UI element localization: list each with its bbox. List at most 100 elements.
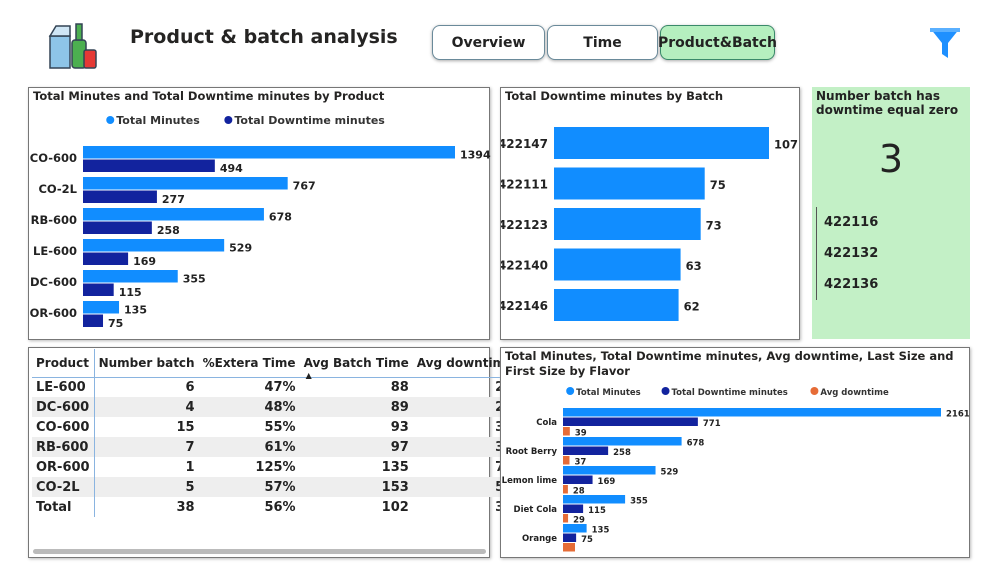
- data-label: 135: [592, 526, 610, 536]
- data-label: 115: [588, 506, 606, 516]
- filter-icon[interactable]: [928, 26, 962, 64]
- bar: [563, 504, 584, 513]
- product-table: Product Number batch %Extera Time Avg Ba…: [32, 349, 518, 517]
- bar: [554, 289, 679, 321]
- bar: [554, 127, 769, 159]
- table-cell: 56%: [264, 499, 296, 515]
- product-bar-chart: Total Minutes Total Downtime minutes CO-60…: [30, 114, 491, 330]
- table-cell: 88: [390, 379, 409, 395]
- category-label: RB-600: [31, 213, 77, 227]
- legend-marker: [566, 387, 575, 395]
- bar: [83, 221, 152, 234]
- category-label: CO-600: [30, 151, 77, 165]
- batch-item[interactable]: 422136: [816, 269, 878, 300]
- batch-item[interactable]: 422116: [816, 207, 878, 238]
- tab-overview[interactable]: Overview: [432, 25, 545, 60]
- column-header[interactable]: %Extera Time: [202, 355, 296, 370]
- column-header[interactable]: Product: [32, 349, 95, 377]
- category-label: Lemon lime: [502, 476, 558, 486]
- table-cell: 1: [185, 459, 195, 475]
- chart-title: Total Minutes and Total Downtime minutes…: [33, 89, 385, 103]
- category-label: 422123: [501, 218, 548, 232]
- bar: [83, 314, 104, 327]
- table-cell: RB-600: [32, 437, 95, 457]
- table-cell: 47%: [264, 379, 296, 395]
- card-title: Number batch has downtime equal zero: [816, 89, 959, 117]
- table-cell: 89: [299, 397, 413, 417]
- legend-marker: [810, 387, 819, 395]
- data-label: 771: [703, 419, 721, 429]
- legend-marker: [224, 116, 233, 124]
- data-label: 355: [183, 273, 206, 286]
- bar: [554, 248, 681, 281]
- bar: [83, 208, 264, 221]
- table-cell: 4: [94, 397, 199, 417]
- data-label: 678: [687, 439, 705, 449]
- legend-marker: [106, 116, 115, 124]
- table-cell: 125%: [255, 459, 296, 475]
- bar: [83, 270, 178, 283]
- legend-label: Total Downtime minutes: [234, 114, 385, 127]
- batch-list: 422116 422132 422136: [816, 207, 878, 300]
- chart-title: Total Downtime minutes by Batch: [505, 89, 724, 103]
- data-label: 277: [162, 193, 185, 206]
- legend-label: Total Minutes: [576, 388, 641, 398]
- category-label: LE-600: [33, 244, 77, 258]
- category-label: CO-2L: [38, 182, 77, 196]
- table-cell: 6: [185, 379, 195, 395]
- table-cell: 61%: [198, 437, 300, 457]
- bar: [563, 427, 570, 436]
- category-label: DC-600: [30, 275, 77, 289]
- column-header-sorted[interactable]: Avg Batch Time ▲: [300, 349, 413, 380]
- category-label: Diet Cola: [514, 505, 558, 515]
- horizontal-scrollbar[interactable]: [33, 549, 486, 554]
- data-label: 75: [710, 178, 726, 192]
- sort-ascending-icon: ▲: [305, 370, 312, 380]
- bar: [554, 208, 701, 240]
- table-cell: 135: [381, 459, 409, 475]
- table-cell: 93: [390, 419, 409, 435]
- batch-bar-chart: 422147 107 422111 75 422123 73 422140 63 422146 6…: [501, 127, 798, 321]
- category-label: 422111: [501, 178, 548, 192]
- column-header[interactable]: Number batch: [98, 355, 195, 370]
- data-label: 28: [573, 487, 585, 497]
- data-label: 73: [706, 219, 722, 233]
- data-label: 678: [269, 211, 292, 224]
- bar: [563, 437, 682, 446]
- bar: [83, 239, 225, 252]
- bar: [563, 408, 941, 417]
- category-label: Root Berry: [506, 447, 558, 457]
- bottles-icon: [48, 23, 97, 69]
- bar: [563, 524, 587, 533]
- bar: [563, 446, 609, 455]
- bar: [563, 456, 570, 465]
- data-label: 258: [157, 224, 180, 237]
- table-cell: 48%: [198, 397, 300, 417]
- category-label: 422147: [501, 137, 548, 151]
- table-cell: CO-2L: [32, 477, 95, 497]
- column-header[interactable]: Avg downtime: [416, 355, 514, 370]
- legend-marker: [661, 387, 670, 395]
- logo: [48, 20, 100, 72]
- column-label: Avg Batch Time: [303, 355, 409, 370]
- category-label: Cola: [536, 418, 557, 428]
- table-cell: 153: [299, 477, 413, 497]
- batch-item[interactable]: 422132: [816, 238, 878, 269]
- data-label: 75: [108, 317, 123, 330]
- product-chart-panel: Total Minutes and Total Downtime minutes…: [28, 87, 491, 340]
- data-label: 37: [574, 458, 586, 468]
- table-cell: CO-600: [32, 417, 95, 437]
- bar: [563, 485, 568, 494]
- bar: [83, 190, 157, 203]
- data-label: 1394: [460, 149, 491, 162]
- tab-time[interactable]: Time: [547, 25, 658, 60]
- bar: [563, 475, 593, 484]
- tab-product-batch[interactable]: Product&Batch: [658, 25, 777, 60]
